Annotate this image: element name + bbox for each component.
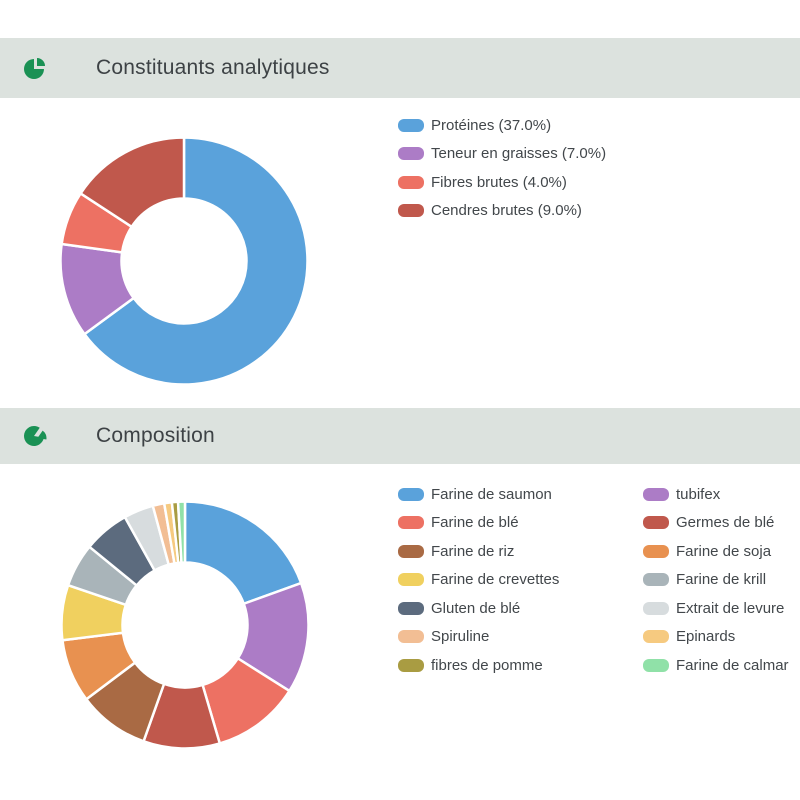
legend-item-farine-de-riz[interactable]: Farine de riz (398, 537, 643, 566)
legend-composition: Farine de saumon tubifex Farine de blé Germ… (398, 480, 789, 680)
legend-item-farine-de-calmar[interactable]: Farine de calmar (643, 651, 789, 680)
legend-item-fibres-de-pomme[interactable]: fibres de pomme (398, 651, 643, 680)
section-header-constituants: Constituants analytiques (0, 38, 800, 98)
donut-slice-cendres-brutes[interactable] (79, 136, 186, 229)
legend-item-farine-de-krill[interactable]: Farine de krill (643, 566, 789, 595)
donut-chart-composition (60, 500, 310, 750)
legend-label: Farine de saumon (431, 485, 552, 503)
legend-label: fibres de pomme (431, 656, 543, 674)
legend-label: tubifex (676, 485, 721, 503)
legend-item-farine-de-ble[interactable]: Farine de blé (398, 509, 643, 538)
legend-label: Epinards (676, 628, 736, 646)
legend-swatch (398, 658, 424, 672)
legend-label: Farine de riz (431, 542, 515, 560)
legend-item-spiruline[interactable]: Spiruline (398, 623, 643, 652)
legend-swatch (398, 487, 424, 501)
legend-item-cendres-brutes[interactable]: Cendres brutes (9.0%) (398, 197, 606, 226)
legend-label: Fibres brutes (4.0%) (431, 173, 567, 191)
legend-label: Spiruline (431, 628, 490, 646)
legend-item-farine-de-saumon[interactable]: Farine de saumon (398, 480, 643, 509)
legend-item-epinards[interactable]: Epinards (643, 623, 789, 652)
legend-constituants: Protéines (37.0%) Teneur en graisses (7.0… (398, 111, 606, 225)
legend-label: Teneur en graisses (7.0%) (431, 145, 607, 163)
legend-swatch (643, 630, 669, 644)
legend-swatch (643, 573, 669, 587)
legend-swatch (643, 544, 669, 558)
legend-label: Gluten de blé (431, 599, 521, 617)
legend-item-teneur-en-graisses[interactable]: Teneur en graisses (7.0%) (398, 140, 606, 169)
legend-label: Farine de soja (676, 542, 772, 560)
donut-slice-proteines[interactable] (83, 136, 309, 386)
legend-label: Extrait de levure (676, 599, 785, 617)
legend-swatch (398, 204, 424, 218)
legend-swatch (643, 658, 669, 672)
section-title-constituants: Constituants analytiques (96, 56, 330, 79)
donut-slice-farine-de-saumon[interactable] (183, 500, 303, 606)
donut-slice-farine-de-calmar[interactable] (176, 500, 187, 564)
legend-swatch (643, 487, 669, 501)
legend-item-extrait-de-levure[interactable]: Extrait de levure (643, 594, 789, 623)
donut-chart-constituants (59, 136, 309, 386)
legend-swatch (398, 147, 424, 161)
legend-swatch (398, 601, 424, 615)
legend-label: Farine de calmar (676, 656, 789, 674)
pie-chart-icon (23, 56, 47, 80)
legend-label: Protéines (37.0%) (431, 116, 552, 134)
legend-item-farine-de-crevettes[interactable]: Farine de crevettes (398, 566, 643, 595)
section-header-composition: Composition (0, 408, 800, 464)
legend-item-proteines[interactable]: Protéines (37.0%) (398, 111, 606, 140)
section-title-composition: Composition (96, 424, 215, 447)
legend-label: Germes de blé (676, 514, 775, 532)
legend-swatch (398, 544, 424, 558)
legend-label: Farine de krill (676, 571, 767, 589)
legend-swatch (398, 630, 424, 644)
legend-swatch (643, 516, 669, 530)
legend-swatch (643, 601, 669, 615)
legend-swatch (398, 573, 424, 587)
legend-swatch (398, 118, 424, 132)
legend-item-gluten-de-ble[interactable]: Gluten de blé (398, 594, 643, 623)
pie-slice-icon (23, 424, 47, 448)
legend-label: Cendres brutes (9.0%) (431, 202, 582, 220)
legend-label: Farine de crevettes (431, 571, 560, 589)
legend-item-fibres-brutes[interactable]: Fibres brutes (4.0%) (398, 168, 606, 197)
legend-swatch (398, 175, 424, 189)
legend-swatch (398, 516, 424, 530)
legend-item-farine-de-soja[interactable]: Farine de soja (643, 537, 789, 566)
legend-item-germes-de-ble[interactable]: Germes de blé (643, 509, 789, 538)
legend-item-tubifex[interactable]: tubifex (643, 480, 789, 509)
legend-label: Farine de blé (431, 514, 519, 532)
